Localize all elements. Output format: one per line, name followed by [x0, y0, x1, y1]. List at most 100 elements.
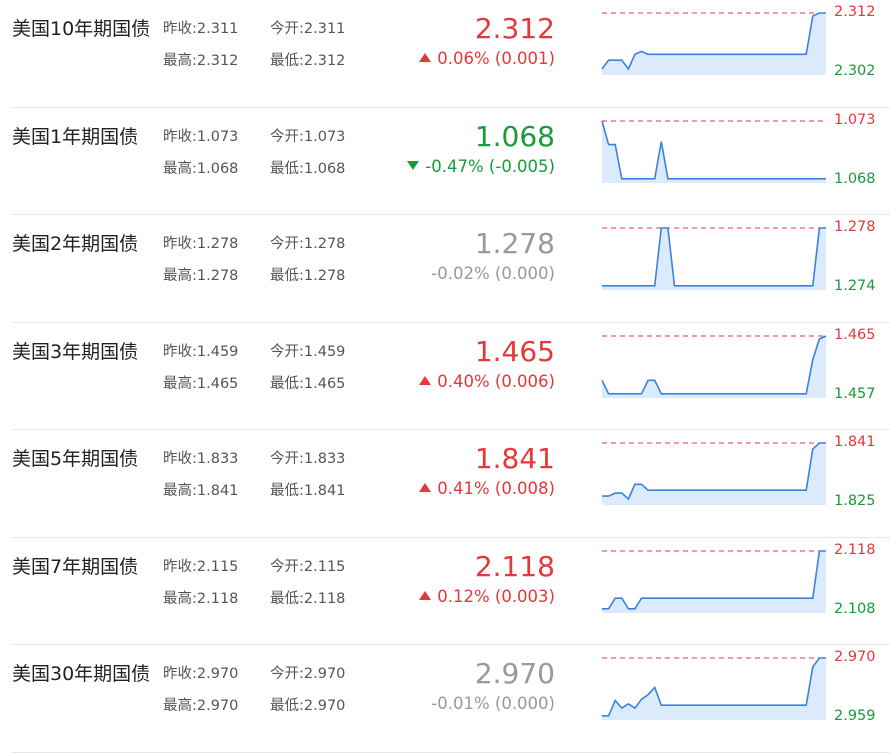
- sparkline-chart[interactable]: [600, 0, 890, 107]
- high-price: 最高:1.068: [163, 157, 238, 178]
- prev-close-value: 2.115: [196, 558, 239, 575]
- last-price: 2.118: [474, 549, 555, 583]
- bond-name[interactable]: 美国10年期国债: [12, 18, 151, 40]
- bond-name[interactable]: 美国1年期国债: [12, 125, 139, 148]
- open-value: 2.311: [303, 21, 346, 37]
- price-change: 0.40% (0.006): [419, 372, 555, 391]
- last-price: 2.970: [474, 657, 555, 690]
- low-value: 2.312: [303, 53, 346, 69]
- low-label: 最低:: [270, 698, 304, 714]
- prev-close-label: 昨收:: [163, 21, 197, 37]
- change-text: 0.41% (0.008): [437, 479, 555, 498]
- bond-row[interactable]: 美国7年期国债 昨收:2.115 今开:2.115 最高:2.118 最低:2.…: [0, 538, 890, 645]
- direction-arrow-icon: [419, 590, 432, 600]
- bond-row[interactable]: 美国2年期国债 昨收:1.278 今开:1.278 最高:1.278 最低:1.…: [0, 215, 890, 323]
- price-change: -0.01% (0.000): [431, 694, 555, 713]
- open-value: 1.459: [303, 343, 346, 360]
- bond-name[interactable]: 美国2年期国债: [12, 233, 139, 255]
- spark-high-label: 1.465: [834, 326, 876, 343]
- sparkline-line: [602, 227, 826, 287]
- last-price: 1.278: [474, 227, 555, 260]
- open-price: 今开:2.311: [270, 17, 345, 38]
- sparkline-chart[interactable]: [600, 430, 890, 537]
- high-price: 最高:2.312: [163, 49, 238, 70]
- high-value: 1.841: [196, 483, 239, 499]
- sparkline-chart[interactable]: [600, 215, 890, 322]
- high-price: 最高:1.465: [163, 372, 238, 393]
- bond-name[interactable]: 美国7年期国债: [12, 555, 139, 578]
- prev-close-label: 昨收:: [163, 558, 197, 575]
- sparkline-line: [601, 120, 826, 180]
- spark-low-label: 1.274: [834, 278, 876, 294]
- bond-name[interactable]: 美国5年期国债: [12, 448, 139, 470]
- bond-row[interactable]: 美国3年期国债 昨收:1.459 今开:1.459 最高:1.465 最低:1.…: [0, 323, 890, 430]
- high-price: 最高:2.970: [163, 694, 238, 715]
- low-label: 最低:: [270, 590, 304, 607]
- bond-name[interactable]: 美国3年期国债: [12, 340, 139, 363]
- bond-row[interactable]: 美国10年期国债 昨收:2.311 今开:2.311 最高:2.312 最低:2…: [0, 0, 890, 108]
- direction-arrow-icon: [419, 483, 432, 492]
- prev-close-value: 2.970: [196, 666, 239, 682]
- high-value: 1.278: [196, 268, 239, 284]
- open-value: 2.970: [303, 666, 346, 682]
- bond-name[interactable]: 美国30年期国债: [12, 663, 151, 685]
- low-label: 最低:: [270, 53, 304, 69]
- open-label: 今开:: [270, 666, 304, 682]
- spark-low-label: 1.068: [834, 170, 876, 187]
- low-value: 1.841: [303, 483, 346, 499]
- high-price: 最高:1.278: [163, 264, 238, 285]
- sparkline-area: [602, 658, 826, 720]
- last-price: 2.312: [474, 12, 555, 45]
- sparkline-chart[interactable]: [600, 108, 890, 215]
- open-value: 1.278: [303, 236, 346, 252]
- spark-low-label: 2.108: [834, 600, 876, 617]
- high-value: 2.118: [196, 590, 239, 607]
- open-label: 今开:: [270, 451, 304, 467]
- low-label: 最低:: [270, 483, 304, 499]
- bond-row[interactable]: 美国1年期国债 昨收:1.073 今开:1.073 最高:1.068 最低:1.…: [0, 108, 890, 215]
- high-price: 最高:2.118: [163, 587, 238, 608]
- open-label: 今开:: [270, 343, 304, 360]
- prev-close-value: 1.278: [196, 236, 239, 252]
- open-price: 今开:1.833: [270, 447, 345, 468]
- high-value: 2.970: [196, 698, 239, 714]
- sparkline-chart[interactable]: [600, 645, 890, 752]
- high-label: 最高:: [163, 53, 197, 69]
- prev-close: 昨收:1.073: [163, 125, 238, 146]
- spark-low-label: 1.457: [834, 385, 876, 402]
- price-change: 0.12% (0.003): [419, 587, 555, 606]
- bond-row[interactable]: 美国30年期国债 昨收:2.970 今开:2.970 最高:2.970 最低:2…: [0, 645, 890, 753]
- prev-close: 昨收:1.833: [163, 447, 238, 468]
- spark-low-label: 2.302: [834, 63, 876, 79]
- open-price: 今开:1.278: [270, 232, 345, 253]
- spark-high-label: 2.970: [834, 649, 876, 665]
- prev-close-value: 1.459: [196, 343, 239, 360]
- change-text: -0.47% (-0.005): [425, 156, 555, 176]
- low-value: 1.068: [303, 160, 346, 177]
- low-value: 1.278: [303, 268, 346, 284]
- row-divider: [12, 429, 890, 430]
- low-price: 最低:2.312: [270, 49, 345, 70]
- bond-row[interactable]: 美国5年期国债 昨收:1.833 今开:1.833 最高:1.841 最低:1.…: [0, 430, 890, 538]
- open-label: 今开:: [270, 21, 304, 37]
- spark-high-label: 1.073: [834, 111, 876, 128]
- sparkline-chart[interactable]: [600, 323, 890, 430]
- open-label: 今开:: [270, 128, 304, 145]
- low-label: 最低:: [270, 268, 304, 284]
- low-value: 2.970: [303, 698, 346, 714]
- open-value: 1.073: [303, 128, 346, 145]
- high-label: 最高:: [163, 590, 197, 607]
- low-label: 最低:: [270, 375, 304, 392]
- low-price: 最低:1.068: [270, 157, 345, 178]
- sparkline-chart[interactable]: [600, 538, 890, 645]
- sparkline-area: [602, 120, 826, 183]
- sparkline-area: [602, 335, 826, 398]
- open-price: 今开:2.115: [270, 555, 345, 576]
- prev-close-value: 1.073: [196, 128, 239, 145]
- spark-high-label: 2.312: [834, 4, 876, 20]
- change-text: -0.01% (0.000): [431, 694, 555, 713]
- prev-close-label: 昨收:: [163, 451, 197, 467]
- price-change: -0.02% (0.000): [431, 264, 555, 283]
- row-divider: [12, 321, 890, 323]
